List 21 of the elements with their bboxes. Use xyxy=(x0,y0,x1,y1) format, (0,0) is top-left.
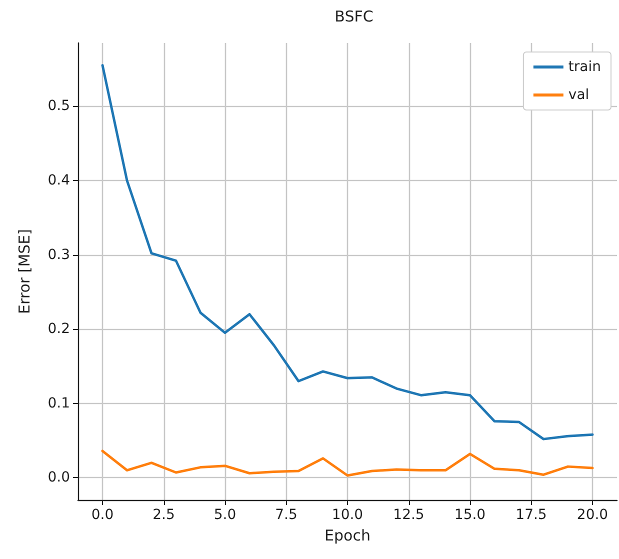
x-tick-label: 20.0 xyxy=(576,507,608,523)
x-tick-label: 17.5 xyxy=(516,507,547,523)
y-tick-label: 0.4 xyxy=(48,172,70,188)
y-tick-label: 0.5 xyxy=(48,98,70,114)
x-tick-label: 0.0 xyxy=(91,507,114,523)
x-tick-label: 5.0 xyxy=(214,507,236,523)
x-tick-label: 12.5 xyxy=(393,507,424,523)
x-tick-label: 7.5 xyxy=(275,507,298,523)
legend-label: train xyxy=(568,59,602,75)
y-axis-title: Error [MSE] xyxy=(16,229,34,314)
legend-label: val xyxy=(568,87,590,103)
line-series xyxy=(101,450,594,477)
x-tick-label: 2.5 xyxy=(152,507,175,523)
chart-title: BSFC xyxy=(334,8,374,26)
y-tick-label: 0.0 xyxy=(48,470,70,486)
x-axis-title: Epoch xyxy=(324,526,370,544)
y-tick-label: 0.3 xyxy=(48,246,70,263)
y-tick-label: 0.2 xyxy=(48,321,70,338)
x-tick-label: 15.0 xyxy=(454,507,486,523)
y-tick-label: 0.1 xyxy=(48,395,70,412)
x-tick-label: 10.0 xyxy=(332,507,364,523)
